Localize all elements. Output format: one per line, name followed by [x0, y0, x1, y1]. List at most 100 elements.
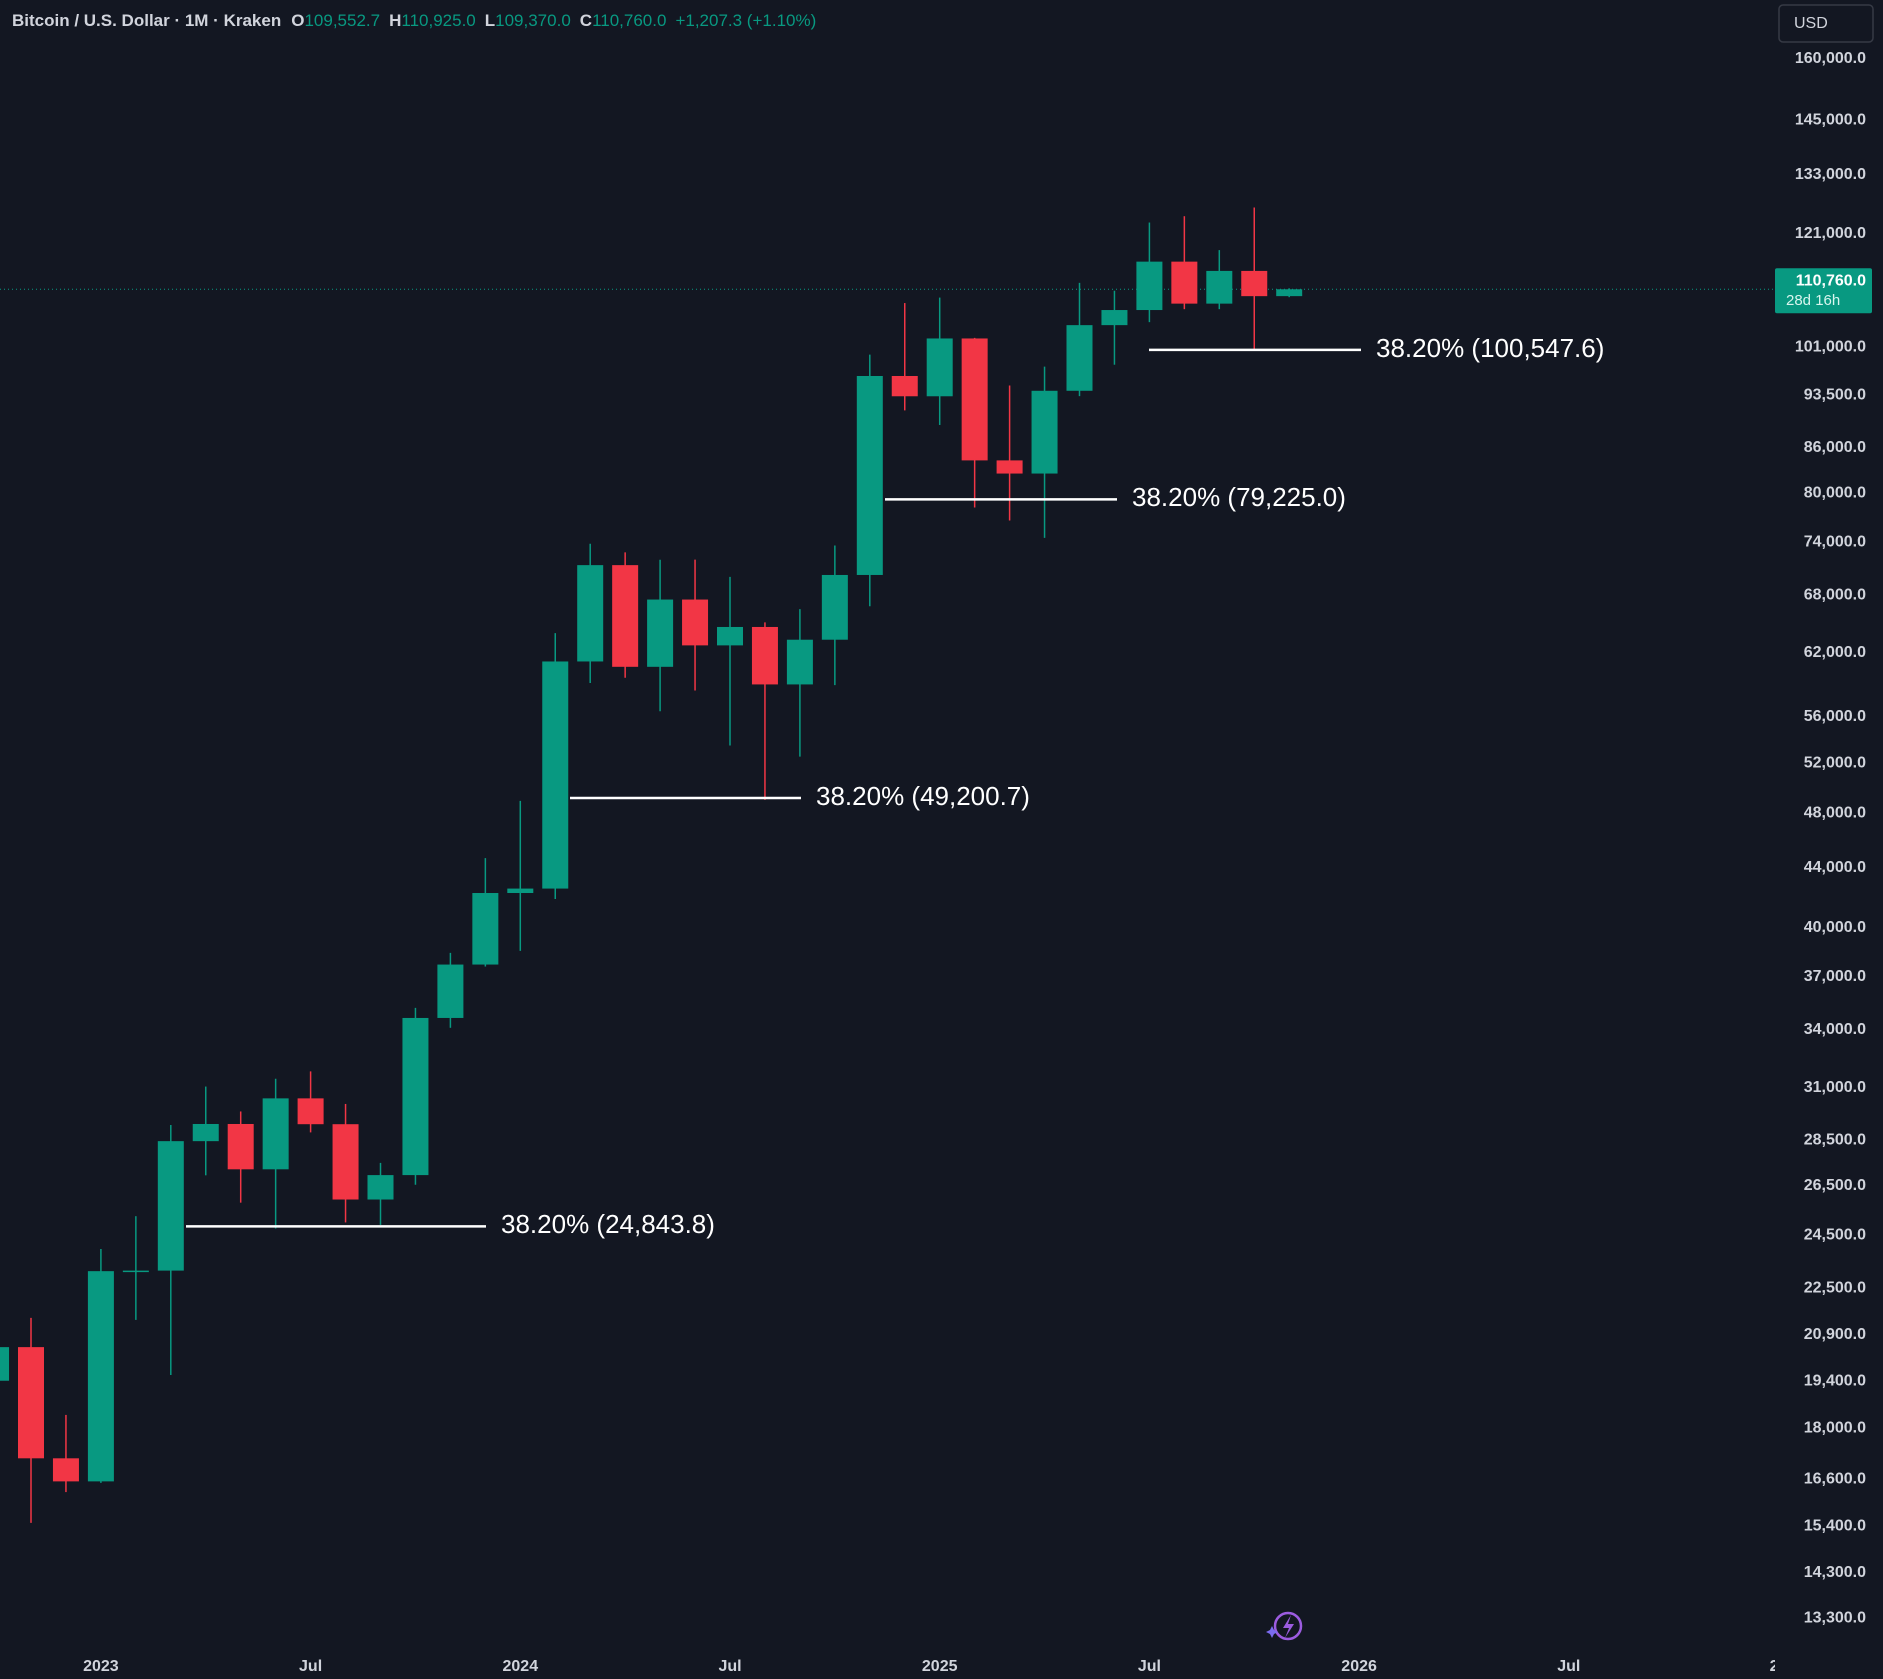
- candle-body: [157, 1141, 184, 1271]
- y-tick-label: 16,600.0: [1804, 1470, 1866, 1487]
- candle-body: [367, 1175, 394, 1200]
- candle-body: [1276, 289, 1303, 297]
- x-tick-label: 2024: [503, 1658, 539, 1675]
- x-tick-label: Jul: [1138, 1658, 1161, 1675]
- y-tick-label: 34,000.0: [1804, 1021, 1866, 1038]
- x-tick-label: 2025: [922, 1658, 958, 1675]
- y-tick-label: 26,500.0: [1804, 1177, 1866, 1194]
- y-tick-label: 48,000.0: [1804, 805, 1866, 822]
- price-change: +1,207.3 (+1.10%): [675, 11, 816, 30]
- y-tick-label: 62,000.0: [1804, 644, 1866, 661]
- assistant-icon[interactable]: [1266, 1611, 1303, 1641]
- currency-button[interactable]: [1778, 4, 1874, 43]
- y-tick-label: 18,000.0: [1804, 1420, 1866, 1437]
- currency-label[interactable]: USD: [1794, 15, 1828, 32]
- y-tick-label: 31,000.0: [1804, 1079, 1866, 1096]
- candle-body: [542, 661, 569, 889]
- candle-body: [786, 639, 813, 685]
- y-tick-label: 145,000.0: [1795, 112, 1866, 129]
- candle-body: [402, 1017, 429, 1176]
- y-tick-label: 19,400.0: [1804, 1373, 1866, 1390]
- y-tick-label: 86,000.0: [1804, 439, 1866, 456]
- candle-body: [682, 599, 709, 646]
- fib-level-label: 38.20% (100,547.6): [1376, 333, 1604, 363]
- price-tag: [1775, 268, 1872, 314]
- candle-body: [507, 888, 534, 894]
- candle-body: [926, 338, 953, 397]
- y-tick-label: 160,000.0: [1795, 50, 1866, 67]
- ohlc-key: O: [291, 11, 304, 30]
- y-tick-label: 28,500.0: [1804, 1131, 1866, 1148]
- candle-body: [262, 1098, 289, 1170]
- y-tick-label: 52,000.0: [1804, 755, 1866, 772]
- candle-body: [192, 1123, 219, 1142]
- x-tick-label: 2026: [1341, 1658, 1377, 1675]
- y-tick-label: 15,400.0: [1804, 1517, 1866, 1534]
- fib-level-label: 38.20% (24,843.8): [501, 1209, 715, 1239]
- candle-body: [751, 626, 778, 685]
- ohlc-key: C: [580, 11, 592, 30]
- ohlc-value: 110,925.0: [401, 11, 475, 30]
- plot-area: 38.20% (24,843.8) 38.20% (49,200.7) 38.20%…: [0, 207, 1775, 1523]
- y-tick-label: 101,000.0: [1795, 338, 1866, 355]
- candle-body: [961, 338, 988, 461]
- candle-body: [122, 1270, 149, 1273]
- candle-body: [996, 460, 1023, 474]
- x-tick-label: Jul: [299, 1658, 322, 1675]
- icon-ring: [1273, 1611, 1303, 1641]
- x-tick-label: Jul: [718, 1658, 741, 1675]
- candle-body: [332, 1124, 359, 1200]
- candle-body: [821, 574, 848, 640]
- y-tick-label: 37,000.0: [1804, 968, 1866, 985]
- icon-bolt: [1283, 1615, 1294, 1638]
- candle-body: [891, 375, 918, 397]
- candle-body: [1241, 270, 1268, 297]
- y-tick-label: 121,000.0: [1795, 225, 1866, 242]
- fib-level-label: 38.20% (79,225.0): [1132, 482, 1346, 512]
- candle-body: [227, 1123, 254, 1170]
- candle-body: [647, 599, 674, 667]
- y-tick-label: 133,000.0: [1795, 166, 1866, 183]
- ohlc-value: 110,760.0: [592, 11, 666, 30]
- y-tick-label: 56,000.0: [1804, 708, 1866, 725]
- x-tick-label: 2023: [83, 1658, 119, 1675]
- candle-body: [472, 893, 499, 965]
- y-axis: 160,000.0 145,000.0 133,000.0 121,000.0 101,…: [1775, 50, 1872, 1626]
- y-tick-label: 68,000.0: [1804, 586, 1866, 603]
- y-tick-label: 14,300.0: [1804, 1564, 1866, 1581]
- x-tick-label: Jul: [1557, 1658, 1580, 1675]
- y-tick-label: 24,500.0: [1804, 1226, 1866, 1243]
- candle-body: [1066, 325, 1093, 391]
- ohlc-value: 109,370.0: [495, 11, 571, 30]
- x-tick-label: 20: [1770, 1658, 1788, 1675]
- candle-body: [1101, 310, 1128, 326]
- candle-body: [1171, 261, 1198, 304]
- candle-body: [1031, 390, 1058, 474]
- candle-body: [87, 1271, 114, 1482]
- y-tick-label: 13,300.0: [1804, 1609, 1866, 1626]
- y-tick-label: 40,000.0: [1804, 919, 1866, 936]
- candle-body: [856, 375, 883, 575]
- candle-body: [1206, 270, 1233, 304]
- countdown-label: 28d 16h: [1786, 292, 1840, 309]
- x-axis: 2023 Jul 2024 Jul 2025 Jul 2026 Jul 20: [83, 1658, 1788, 1675]
- price-tag-label: 110,760.0: [1796, 272, 1866, 289]
- fib-level-label: 38.20% (49,200.7): [816, 781, 1030, 811]
- y-tick-label: 22,500.0: [1804, 1280, 1866, 1297]
- candle-body: [612, 565, 639, 667]
- y-tick-label: 20,900.0: [1804, 1326, 1866, 1343]
- candle-body: [0, 1347, 10, 1381]
- y-tick-label: 44,000.0: [1804, 859, 1866, 876]
- y-tick-label: 74,000.0: [1804, 533, 1866, 550]
- candle-body: [437, 964, 464, 1018]
- ohlc-key: H: [389, 11, 401, 30]
- ohlc-key: L: [485, 11, 495, 30]
- candle-body: [717, 626, 743, 646]
- candle-body: [577, 565, 604, 662]
- symbol-header: Bitcoin / U.S. Dollar · 1M · Kraken O 109,…: [12, 11, 816, 30]
- symbol-name: Bitcoin / U.S. Dollar · 1M · Kraken: [12, 11, 281, 30]
- y-tick-label: 80,000.0: [1804, 484, 1866, 501]
